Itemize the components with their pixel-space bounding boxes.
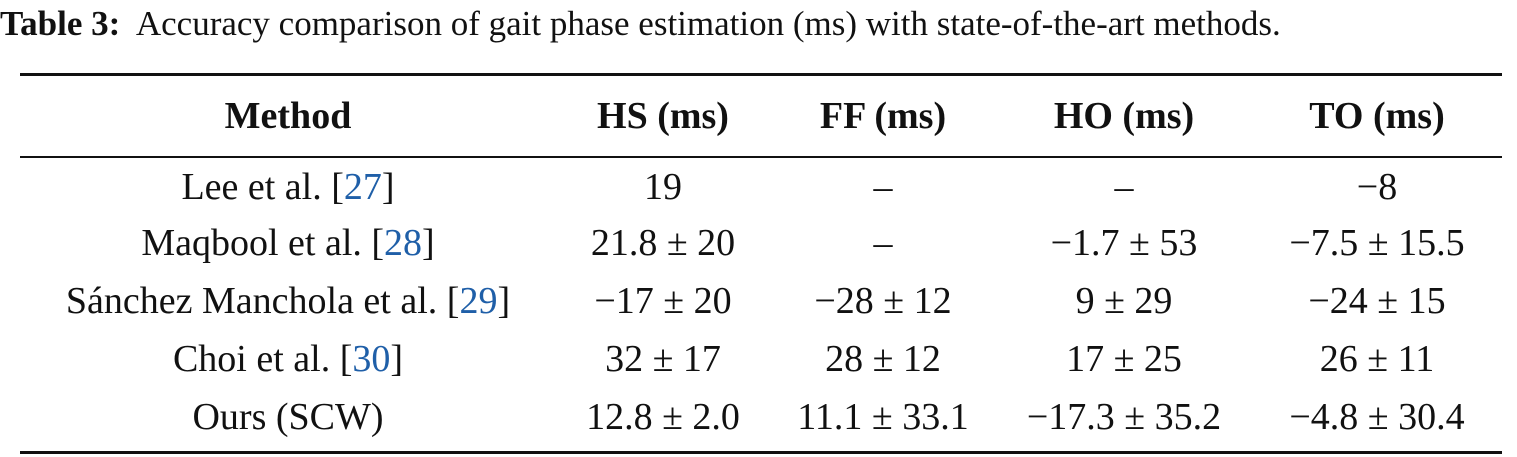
hs-cell: 21.8 ± 20	[590, 222, 736, 264]
table-caption: Table 3: Accuracy comparison of gait pha…	[0, 2, 1517, 46]
ff-cell: 28 ± 12	[825, 338, 941, 380]
ff-cell: −28 ± 12	[814, 280, 952, 322]
header-hs: HS (ms)	[597, 95, 729, 137]
method-cell: Ours (SCW)	[20, 388, 556, 446]
comparison-table: Method HS (ms) FF (ms) HO (ms) TO (ms) L…	[20, 76, 1502, 446]
ho-cell: −1.7 ± 53	[1050, 222, 1198, 264]
to-cell: −8	[1356, 166, 1398, 208]
ho-cell: –	[1114, 166, 1134, 208]
method-name: Ours (SCW)	[192, 396, 384, 438]
method-cell: Choi et al. [30]	[172, 338, 404, 380]
header-to: TO (ms)	[1309, 95, 1445, 137]
ho-cell: 17 ± 25	[1066, 338, 1182, 380]
top-rule	[20, 73, 1502, 76]
to-cell: 26 ± 11	[1319, 338, 1435, 380]
method-name: Choi et al.	[172, 338, 331, 380]
hs-cell: 32 ± 17	[605, 338, 721, 380]
ho-cell: 9 ± 29	[1075, 280, 1173, 322]
to-cell: −24 ± 15	[1308, 280, 1446, 322]
to-cell: −7.5 ± 15.5	[1289, 222, 1465, 264]
table-row: Lee et al. [27] 19 – – −8	[20, 156, 1502, 214]
method-cell: Sánchez Manchola et al. [29]	[65, 280, 511, 322]
header-ff: FF (ms)	[819, 95, 947, 137]
citation-link[interactable]: 30	[352, 338, 391, 380]
citation-link[interactable]: 27	[343, 166, 382, 208]
hs-cell: 12.8 ± 2.0	[586, 396, 740, 438]
method-name: Sánchez Manchola et al.	[65, 280, 438, 322]
method-name: Maqbool et al.	[141, 222, 362, 264]
hs-cell: 19	[644, 166, 682, 208]
citation-link[interactable]: 28	[384, 222, 423, 264]
to-cell: −4.8 ± 30.4	[1289, 396, 1465, 438]
ho-cell: −17.3 ± 35.2	[1026, 396, 1222, 438]
hs-cell: −17 ± 20	[594, 280, 732, 322]
table-row: Ours (SCW) 12.8 ± 2.0 11.1 ± 33.1 −17.3 …	[20, 388, 1502, 446]
method-name: Lee et al.	[181, 166, 322, 208]
table-row: Choi et al. [30] 32 ± 17 28 ± 12 17 ± 25…	[20, 330, 1502, 388]
header-method: Method	[224, 95, 352, 137]
table-row: Maqbool et al. [28] 21.8 ± 20 – −1.7 ± 5…	[20, 214, 1502, 272]
ff-cell: –	[873, 222, 893, 264]
caption-label: Table 3:	[0, 4, 121, 43]
table-row: Sánchez Manchola et al. [29] −17 ± 20 −2…	[20, 272, 1502, 330]
header-rule	[20, 156, 1502, 158]
method-cell: Lee et al. [27]	[181, 166, 395, 208]
ff-cell: –	[873, 166, 893, 208]
header-ho: HO (ms)	[1053, 95, 1195, 137]
citation-link[interactable]: 29	[459, 280, 498, 322]
ff-cell: 11.1 ± 33.1	[797, 396, 969, 438]
table-header-row: Method HS (ms) FF (ms) HO (ms) TO (ms)	[20, 76, 1502, 156]
caption-text: Accuracy comparison of gait phase estima…	[135, 4, 1281, 43]
bottom-rule	[20, 451, 1502, 454]
method-cell: Maqbool et al. [28]	[141, 222, 435, 264]
